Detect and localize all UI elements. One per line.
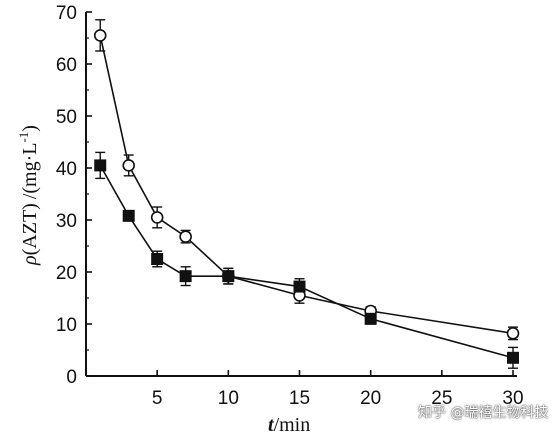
data-point-square xyxy=(222,270,235,283)
y-axis-label-close: ) xyxy=(19,125,41,132)
x-axis-label-unit: /min xyxy=(274,414,311,436)
x-tick-label: 20 xyxy=(360,388,381,409)
y-axis-label-unit: /(mg·L xyxy=(19,143,41,200)
x-tick-label: 25 xyxy=(431,388,452,409)
y-tick-label: 30 xyxy=(56,211,77,232)
data-point-square xyxy=(122,209,135,222)
series-lines xyxy=(99,35,514,359)
x-tick-label: 30 xyxy=(502,388,523,409)
y-tick-label: 40 xyxy=(56,159,77,180)
axes xyxy=(85,12,517,377)
ticks: 0 10 20 30 40 50 60 70 5 10 15 20 25 30 xyxy=(56,3,524,409)
data-point-square xyxy=(293,280,306,293)
data-point-circle xyxy=(506,327,520,340)
data-point-square xyxy=(364,312,377,325)
y-tick-label: 10 xyxy=(56,315,77,336)
data-point-circle xyxy=(93,29,107,42)
data-point-circle xyxy=(179,230,192,243)
y-tick-label: 20 xyxy=(56,263,77,284)
data-point-square xyxy=(179,270,192,283)
x-axis-label-var: t xyxy=(268,414,275,436)
y-tick-label: 0 xyxy=(66,367,77,388)
markers xyxy=(93,29,520,364)
y-axis-label: ρ(AZT) /(mg·L-1) xyxy=(16,125,41,266)
data-point-circle xyxy=(122,159,135,172)
series-line-1 xyxy=(99,35,514,335)
watermark: 知乎 @瑞禧生物科技 xyxy=(418,405,549,421)
x-axis-label: t/min xyxy=(268,414,310,436)
x-tick-label: 5 xyxy=(152,388,163,409)
series-line-2 xyxy=(99,165,514,359)
data-point-circle xyxy=(150,211,164,224)
y-axis-label-var: (AZT) xyxy=(19,203,41,255)
error-bars xyxy=(95,19,518,369)
y-tick-label: 70 xyxy=(56,3,77,24)
data-point-square xyxy=(94,159,107,172)
data-point-square xyxy=(507,351,519,364)
y-tick-label: 50 xyxy=(56,107,77,128)
data-point-square xyxy=(151,253,164,265)
y-axis-label-exp: -1 xyxy=(16,132,31,143)
y-axis-label-symbol: ρ xyxy=(19,255,41,266)
x-tick-label: 10 xyxy=(218,388,239,409)
x-tick-label: 15 xyxy=(289,388,310,409)
y-tick-label: 60 xyxy=(56,55,77,76)
